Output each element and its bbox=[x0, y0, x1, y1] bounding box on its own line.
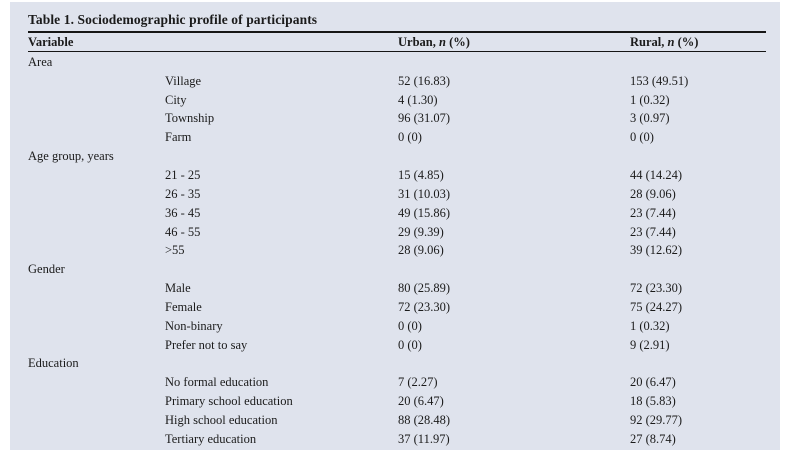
rural-value: 9 (2.91) bbox=[630, 337, 670, 352]
urban-header-text: Urban, bbox=[398, 34, 439, 49]
table-row: No formal education 7 (2.27) 20 (6.47) bbox=[28, 373, 766, 392]
rural-value: 1 (0.32) bbox=[630, 318, 670, 333]
table-header-row: Variable Urban, n (%) Rural, n (%) bbox=[28, 33, 766, 52]
table-row: High school education 88 (28.48) 92 (29.… bbox=[28, 411, 766, 430]
rural-header-suffix: (%) bbox=[674, 34, 699, 49]
urban-value: 0 (0) bbox=[398, 318, 422, 333]
rural-value: 27 (8.74) bbox=[630, 431, 676, 446]
rural-value: 153 (49.51) bbox=[630, 73, 689, 88]
rural-value: 39 (12.62) bbox=[630, 243, 683, 258]
row-label: Village bbox=[165, 73, 202, 88]
rural-value: 0 (0) bbox=[630, 130, 654, 145]
row-label: 46 - 55 bbox=[165, 224, 201, 239]
table-panel: Table 1. Sociodemographic profile of par… bbox=[10, 2, 780, 450]
rural-value: 44 (14.24) bbox=[630, 167, 683, 182]
urban-header-n: n bbox=[438, 34, 446, 49]
urban-value: 15 (4.85) bbox=[398, 167, 444, 182]
urban-value: 88 (28.48) bbox=[398, 412, 451, 427]
table-row: Prefer not to say 0 (0) 9 (2.91) bbox=[28, 336, 766, 355]
row-label: Prefer not to say bbox=[165, 337, 248, 352]
column-header-rural: Rural, n (%) bbox=[630, 35, 766, 50]
rural-value: 92 (29.77) bbox=[630, 412, 683, 427]
rural-value: 1 (0.32) bbox=[630, 92, 670, 107]
rural-header-n: n bbox=[667, 34, 675, 49]
row-label: Farm bbox=[165, 130, 192, 145]
row-label: Tertiary education bbox=[165, 431, 257, 446]
section-header-education: Education bbox=[28, 355, 766, 374]
table-title: Table 1. Sociodemographic profile of par… bbox=[28, 2, 766, 33]
row-label: 36 - 45 bbox=[165, 205, 201, 220]
table-row: 21 - 25 15 (4.85) 44 (14.24) bbox=[28, 166, 766, 185]
section-name: Gender bbox=[28, 262, 65, 277]
row-label: Township bbox=[165, 111, 215, 126]
row-label: High school education bbox=[165, 412, 278, 427]
urban-value: 80 (25.89) bbox=[398, 281, 451, 296]
rural-value: 23 (7.44) bbox=[630, 205, 676, 220]
urban-value: 4 (1.30) bbox=[398, 92, 438, 107]
row-label: Primary school education bbox=[165, 394, 293, 409]
urban-value: 0 (0) bbox=[398, 130, 422, 145]
rural-value: 3 (0.97) bbox=[630, 111, 670, 126]
table-row: Township 96 (31.07) 3 (0.97) bbox=[28, 110, 766, 129]
row-label: No formal education bbox=[165, 375, 269, 390]
rural-value: 23 (7.44) bbox=[630, 224, 676, 239]
rural-value: 18 (5.83) bbox=[630, 394, 676, 409]
section-header-gender: Gender bbox=[28, 260, 766, 279]
column-header-variable: Variable bbox=[28, 34, 74, 49]
rural-value: 28 (9.06) bbox=[630, 186, 676, 201]
table-row: Farm 0 (0) 0 (0) bbox=[28, 128, 766, 147]
urban-value: 7 (2.27) bbox=[398, 375, 438, 390]
urban-value: 49 (15.86) bbox=[398, 205, 451, 220]
row-label: 26 - 35 bbox=[165, 186, 201, 201]
rural-value: 75 (24.27) bbox=[630, 299, 683, 314]
table-row: Village 52 (16.83) 153 (49.51) bbox=[28, 72, 766, 91]
table-row: 36 - 45 49 (15.86) 23 (7.44) bbox=[28, 204, 766, 223]
rural-value: 20 (6.47) bbox=[630, 375, 676, 390]
row-label: Male bbox=[165, 281, 191, 296]
section-header-age-group: Age group, years bbox=[28, 147, 766, 166]
section-header-area: Area bbox=[28, 53, 766, 72]
table-row: Non-binary 0 (0) 1 (0.32) bbox=[28, 317, 766, 336]
table-row: 26 - 35 31 (10.03) 28 (9.06) bbox=[28, 185, 766, 204]
urban-header-suffix: (%) bbox=[445, 34, 470, 49]
table-row: Tertiary education 37 (11.97) 27 (8.74) bbox=[28, 430, 766, 449]
table-row: 46 - 55 29 (9.39) 23 (7.44) bbox=[28, 223, 766, 242]
urban-value: 31 (10.03) bbox=[398, 186, 451, 201]
row-label: Non-binary bbox=[165, 318, 223, 333]
section-name: Age group, years bbox=[28, 149, 114, 164]
table-container: Table 1. Sociodemographic profile of par… bbox=[28, 2, 766, 450]
table-row: City 4 (1.30) 1 (0.32) bbox=[28, 91, 766, 110]
row-label: >55 bbox=[165, 243, 185, 258]
urban-value: 28 (9.06) bbox=[398, 243, 444, 258]
table-row: Male 80 (25.89) 72 (23.30) bbox=[28, 279, 766, 298]
table-row: Primary school education 20 (6.47) 18 (5… bbox=[28, 392, 766, 411]
urban-value: 72 (23.30) bbox=[398, 299, 451, 314]
table-row: Female 72 (23.30) 75 (24.27) bbox=[28, 298, 766, 317]
urban-value: 0 (0) bbox=[398, 337, 422, 352]
urban-value: 96 (31.07) bbox=[398, 111, 451, 126]
rural-header-text: Rural, bbox=[630, 34, 668, 49]
table-body: Area Village 52 (16.83) 153 (49.51) City… bbox=[28, 52, 766, 449]
row-label: Female bbox=[165, 299, 202, 314]
urban-value: 37 (11.97) bbox=[398, 431, 450, 446]
rural-value: 72 (23.30) bbox=[630, 281, 683, 296]
row-label: 21 - 25 bbox=[165, 167, 201, 182]
row-label: City bbox=[165, 92, 187, 107]
urban-value: 52 (16.83) bbox=[398, 73, 451, 88]
column-header-urban: Urban, n (%) bbox=[398, 35, 630, 50]
urban-value: 29 (9.39) bbox=[398, 224, 444, 239]
table-row: >55 28 (9.06) 39 (12.62) bbox=[28, 241, 766, 260]
section-name: Education bbox=[28, 356, 79, 371]
section-name: Area bbox=[28, 54, 53, 69]
urban-value: 20 (6.47) bbox=[398, 394, 444, 409]
